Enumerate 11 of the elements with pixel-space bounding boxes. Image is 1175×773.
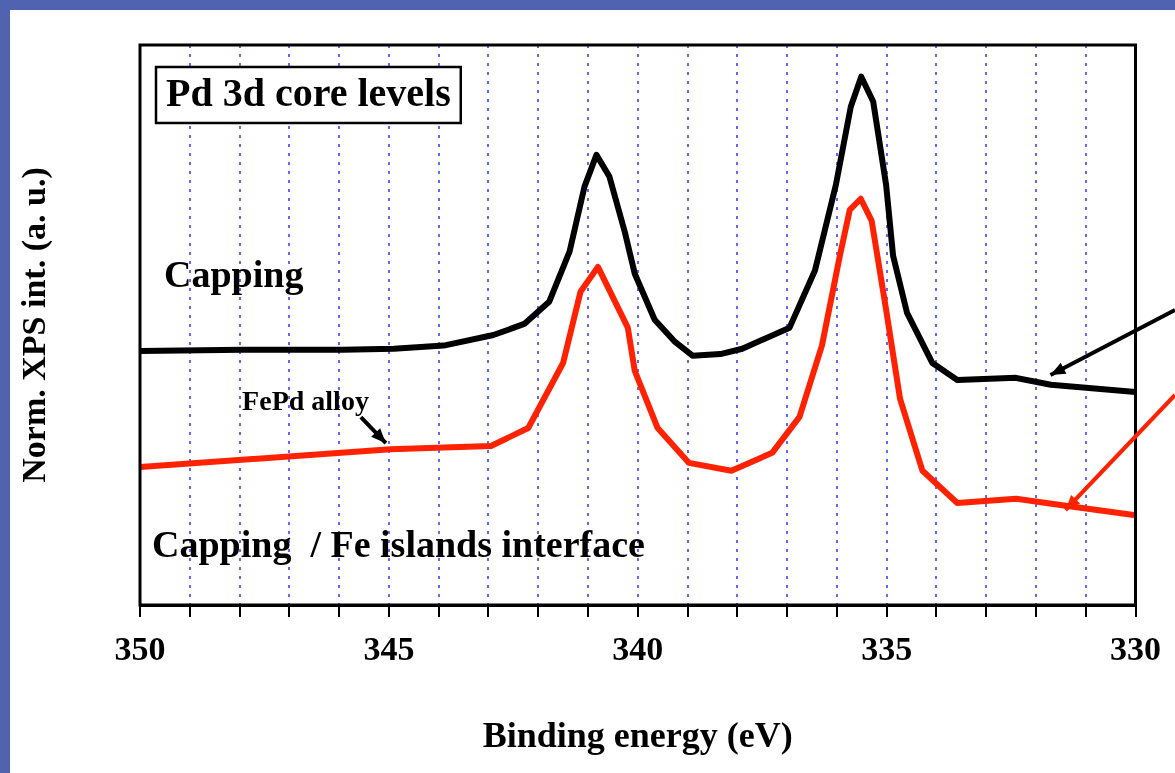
x-tick-label: 335 — [861, 630, 913, 668]
x-tick-label: 330 — [1110, 630, 1161, 668]
series-label: Capping — [164, 252, 304, 295]
x-tick-label: 350 — [114, 630, 166, 668]
chart-title: Pd 3d core levels — [166, 70, 451, 116]
x-axis-title: Binding energy (eV) — [482, 714, 793, 755]
x-tick-label: 340 — [612, 630, 664, 668]
x-tick-label: 345 — [363, 630, 415, 668]
series-label: Capping / Fe islands interface — [152, 522, 645, 565]
annotation: FePd alloy — [242, 385, 369, 417]
y-axis-title: Norm. XPS int. (a. u.) — [14, 167, 53, 483]
